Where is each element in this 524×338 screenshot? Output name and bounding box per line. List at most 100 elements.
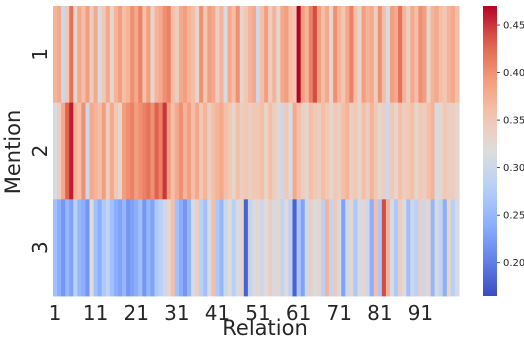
heatmap-cell: [57, 199, 62, 297]
heatmap-cell: [284, 199, 290, 297]
colorbar-tick-labels: 0.20 0.25 0.30 0.35 0.40 0.45: [497, 21, 524, 269]
heatmap-cell: [329, 102, 334, 200]
heatmap-cell: [105, 6, 111, 104]
heatmap-cell: [243, 6, 249, 104]
heatmap-cell: [77, 6, 83, 104]
heatmap-cell: [235, 102, 241, 200]
heatmap-cell: [251, 102, 257, 200]
heatmap-cell: [191, 199, 196, 297]
heatmap-cell: [333, 102, 338, 200]
heatmap-cell: [349, 6, 355, 104]
heatmap-cell: [394, 6, 399, 104]
heatmap-cell: [223, 102, 229, 200]
heatmap-cell: [373, 199, 379, 297]
heatmap-cell: [357, 102, 363, 200]
heatmap-cell: [61, 102, 66, 200]
y-tick-label: 3: [28, 241, 52, 254]
heatmap-cell: [219, 199, 225, 297]
heatmap-cell: [117, 102, 123, 200]
heatmap-cell: [268, 6, 273, 104]
heatmap-cell: [312, 102, 318, 200]
heatmap-cell: [410, 102, 415, 200]
heatmap-cell: [296, 102, 302, 200]
heatmap-cell: [251, 6, 257, 104]
heatmap-cell: [361, 199, 367, 297]
heatmap-cell: [341, 6, 346, 104]
heatmap-cell: [53, 6, 58, 104]
heatmap-cell: [101, 6, 107, 104]
heatmap-cell: [122, 6, 127, 104]
heatmap-cell: [402, 199, 407, 297]
heatmap-cell: [341, 199, 346, 297]
heatmap-cell: [97, 6, 103, 104]
heatmap-cell: [442, 102, 448, 200]
x-tick-label: 21: [124, 301, 149, 325]
heatmap-cell: [89, 102, 95, 200]
heatmap-cell: [85, 102, 91, 200]
heatmap-cell: [69, 102, 74, 200]
heatmap-cell: [272, 102, 277, 200]
heatmap-cell: [178, 102, 184, 200]
heatmap-cell: [142, 199, 147, 297]
heatmap-cell: [81, 102, 87, 200]
heatmap-cell: [239, 6, 245, 104]
heatmap-cell: [410, 199, 415, 297]
heatmap-cell: [300, 102, 306, 200]
heatmap-cell: [97, 102, 103, 200]
heatmap-cell: [158, 6, 164, 104]
heatmap-cell: [377, 199, 383, 297]
heatmap-cell: [320, 6, 326, 104]
heatmap-cell: [113, 6, 119, 104]
heatmap-cell: [406, 102, 411, 200]
heatmap-cell: [381, 6, 387, 104]
heatmap-cell: [385, 102, 391, 200]
colorbar-tick-label: 0.30: [503, 163, 524, 174]
y-tick-labels: 1 2 3: [28, 48, 52, 254]
heatmap-cell: [247, 199, 253, 297]
heatmap-cell: [81, 6, 87, 104]
heatmap-cell: [77, 199, 83, 297]
heatmap-cell: [418, 102, 424, 200]
y-tick-label: 2: [28, 145, 52, 158]
heatmap-cell: [454, 6, 460, 104]
heatmap-cell: [345, 102, 350, 200]
heatmap-cell: [219, 102, 225, 200]
heatmap-cell: [300, 199, 306, 297]
heatmap-cell: [398, 199, 403, 297]
y-axis-label: Mention: [1, 110, 25, 195]
heatmap-cell: [89, 199, 95, 297]
heatmap-cell: [61, 199, 66, 297]
heatmap-cell: [446, 199, 452, 297]
heatmap-cell: [113, 199, 119, 297]
heatmap-cell: [288, 6, 294, 104]
heatmap-cell: [426, 102, 432, 200]
heatmap-cell: [337, 6, 342, 104]
heatmap-cell: [276, 102, 281, 200]
heatmap-cell: [77, 102, 83, 200]
heatmap-cell: [195, 6, 200, 104]
heatmap-cell: [73, 199, 78, 297]
heatmap-cell: [215, 6, 221, 104]
heatmap-cell: [373, 6, 379, 104]
heatmap-cell: [292, 6, 298, 104]
heatmap-cell: [170, 199, 176, 297]
heatmap-cell: [316, 6, 322, 104]
x-tick-labels: 1 11 21 31 41 51 61 71 81 91: [49, 301, 433, 325]
heatmap-cell: [203, 199, 208, 297]
colorbar-tick-label: 0.20: [503, 258, 524, 269]
x-tick-label: 11: [83, 301, 108, 325]
heatmap-cell: [158, 102, 164, 200]
heatmap-cell: [329, 199, 334, 297]
heatmap-cell: [223, 6, 229, 104]
heatmap-cell: [89, 6, 95, 104]
heatmap-cell: [85, 199, 91, 297]
heatmap-cell: [438, 6, 444, 104]
heatmap-cell: [162, 102, 168, 200]
heatmap-cell: [434, 102, 440, 200]
colorbar: [483, 6, 497, 296]
heatmap-cell: [227, 102, 233, 200]
heatmap-cell: [146, 102, 152, 200]
heatmap-cell: [422, 6, 428, 104]
heatmap-cell: [446, 102, 452, 200]
